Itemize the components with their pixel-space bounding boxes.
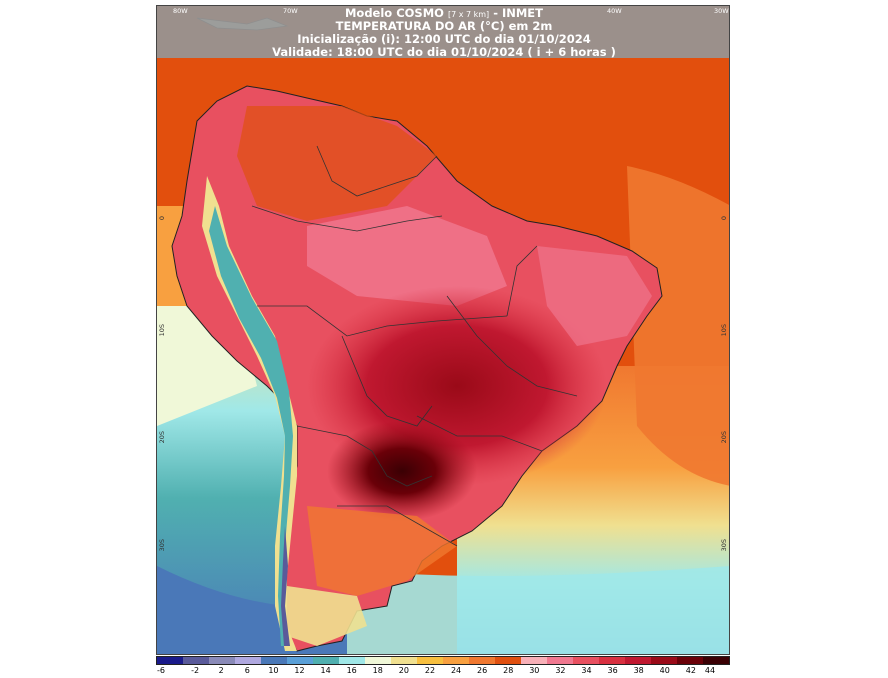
legend-swatch bbox=[599, 657, 625, 664]
legend-tick-label: 18 bbox=[372, 666, 383, 675]
color-legend: -6 -2 2 6 10 12 14 16 18 20 22 24 26 28 30 32 34 36 38 40 42… bbox=[156, 656, 730, 678]
header-line-model: Modelo COSMO [7 x 7 km] - INMET bbox=[344, 6, 544, 20]
legend-swatch bbox=[235, 657, 261, 664]
legend-swatch bbox=[521, 657, 547, 664]
temperature-map: Modelo COSMO [7 x 7 km] - INMET TEMPERAT… bbox=[156, 5, 730, 655]
header-line-validity: Validade: 18:00 UTC do dia 01/10/2024 ( … bbox=[272, 45, 616, 59]
header-line-initialization: Inicialização (i): 12:00 UTC do dia 01/1… bbox=[297, 32, 591, 46]
legend-tick-label: 36 bbox=[607, 666, 618, 675]
legend-tick-label: 30 bbox=[529, 666, 540, 675]
legend-swatch bbox=[703, 657, 729, 664]
legend-tick-label: 20 bbox=[398, 666, 409, 675]
atlantic-east-warm bbox=[627, 166, 729, 486]
legend-tick-label: 32 bbox=[555, 666, 566, 675]
map-canvas bbox=[157, 6, 729, 654]
lat-label-20s-right: 20S bbox=[720, 431, 728, 444]
legend-swatch bbox=[625, 657, 651, 664]
andes-coldest bbox=[281, 526, 290, 646]
lat-label-0-right: 0 bbox=[720, 216, 728, 221]
lon-label-30w: 30W bbox=[714, 7, 729, 15]
lon-label-80w: 80W bbox=[173, 7, 188, 15]
legend-tick-label: 34 bbox=[581, 666, 592, 675]
northeast-region bbox=[537, 246, 652, 346]
legend-tick-label: 16 bbox=[346, 666, 357, 675]
extreme-heat-core bbox=[327, 421, 477, 521]
legend-tick-label: -6 bbox=[157, 666, 165, 675]
legend-tick-label: 24 bbox=[450, 666, 462, 675]
legend-tick-label: 22 bbox=[424, 666, 436, 675]
legend-swatch bbox=[417, 657, 443, 664]
legend-swatch bbox=[573, 657, 599, 664]
legend-swatch bbox=[287, 657, 313, 664]
lat-label-20s-left: 20S bbox=[158, 431, 166, 444]
legend-swatch bbox=[391, 657, 417, 664]
legend-tick-label: -2 bbox=[191, 666, 200, 675]
legend-tick-label: 26 bbox=[477, 666, 488, 675]
legend-swatch bbox=[651, 657, 677, 664]
legend-tick-label: 10 bbox=[268, 666, 279, 675]
argentina-warm bbox=[307, 506, 457, 596]
legend-tick-label: 2 bbox=[218, 666, 224, 675]
legend-tick-label: 6 bbox=[244, 666, 250, 675]
legend-tick-label: 14 bbox=[320, 666, 331, 675]
legend-swatch bbox=[677, 657, 703, 664]
legend-swatch bbox=[495, 657, 521, 664]
legend-swatch bbox=[209, 657, 235, 664]
header-line-variable: TEMPERATURA DO AR (°C) em 2m bbox=[335, 19, 553, 33]
header-band: Modelo COSMO [7 x 7 km] - INMET TEMPERAT… bbox=[157, 6, 729, 59]
country-borders bbox=[251, 145, 578, 547]
legend-tick-label: 28 bbox=[503, 666, 514, 675]
legend-swatch bbox=[469, 657, 495, 664]
legend-swatch bbox=[157, 657, 183, 664]
lat-label-10s-right: 10S bbox=[720, 324, 728, 337]
legend-swatch bbox=[339, 657, 365, 664]
legend-tick-label: 40 bbox=[659, 666, 670, 675]
patagonia-cool bbox=[287, 586, 367, 646]
lat-label-30s-left: 30S bbox=[158, 539, 166, 552]
legend-swatch bbox=[183, 657, 209, 664]
legend-tick-label: 12 bbox=[294, 666, 305, 675]
legend-tick-label: 38 bbox=[633, 666, 644, 675]
legend-tick-label: 42 bbox=[685, 666, 696, 675]
legend-swatch bbox=[313, 657, 339, 664]
northern-region-hot bbox=[237, 106, 437, 221]
lat-label-10s-left: 10S bbox=[158, 324, 166, 337]
southern-ocean-band bbox=[327, 566, 729, 654]
andes-core bbox=[209, 206, 293, 646]
legend-swatch bbox=[365, 657, 391, 664]
lat-label-0-left: 0 bbox=[158, 216, 166, 221]
legend-swatch bbox=[443, 657, 469, 664]
lat-label-30s-right: 30S bbox=[720, 539, 728, 552]
legend-swatch bbox=[547, 657, 573, 664]
lon-label-40w: 40W bbox=[607, 7, 622, 15]
legend-swatch bbox=[261, 657, 287, 664]
legend-tick-label: 44 bbox=[704, 666, 716, 675]
lon-label-70w: 70W bbox=[283, 7, 298, 15]
legend-bar bbox=[156, 656, 730, 665]
